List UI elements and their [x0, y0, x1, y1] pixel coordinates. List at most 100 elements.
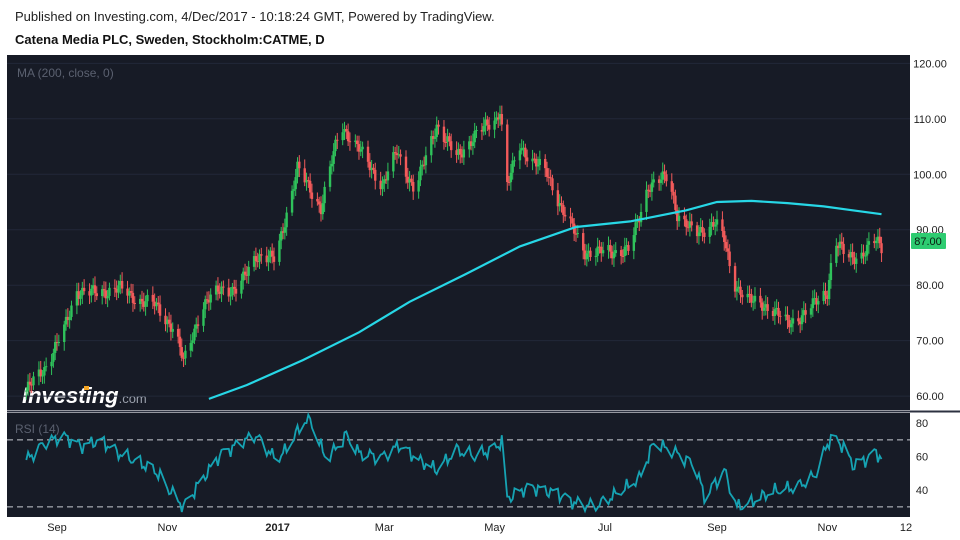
candle-body — [459, 148, 462, 155]
candle-body — [101, 289, 104, 297]
candle-body — [469, 141, 473, 147]
candle-body — [298, 161, 301, 169]
candle-body — [384, 179, 388, 181]
candle-body — [650, 182, 654, 192]
candle-body — [323, 186, 326, 204]
candle-body — [404, 156, 408, 177]
candle-body — [511, 160, 514, 173]
candle-body — [178, 336, 182, 348]
candle-body — [283, 227, 287, 233]
candle-body — [636, 221, 639, 223]
candle-body — [538, 158, 541, 165]
candle-body — [346, 131, 350, 142]
candle-body — [507, 182, 511, 184]
candle-body — [437, 124, 440, 127]
candle-body — [710, 222, 713, 227]
candle-body — [495, 117, 498, 121]
candle-body — [652, 179, 655, 183]
candle-body — [826, 295, 829, 300]
candle-body — [545, 168, 549, 177]
candle-body — [281, 231, 285, 233]
candle-body — [788, 320, 791, 328]
candle-body — [647, 189, 650, 191]
candle-body — [227, 287, 230, 297]
candle-body — [775, 307, 778, 310]
time-tick-label: Sep — [47, 522, 67, 534]
candle-body — [737, 286, 740, 289]
candle-body — [129, 291, 133, 293]
candle-body — [393, 152, 397, 154]
candle-body — [661, 171, 664, 180]
candle-body — [638, 221, 641, 223]
candle-body — [50, 361, 53, 367]
candle-body — [157, 302, 160, 305]
candle-body — [574, 233, 578, 235]
candle-body — [256, 261, 259, 263]
candle-body — [665, 174, 668, 182]
candle-body — [594, 255, 598, 258]
candle-body — [220, 286, 223, 294]
price-gridlines — [7, 62, 910, 397]
candle-body — [549, 177, 552, 179]
candle-body — [583, 250, 587, 260]
candle-body — [430, 136, 433, 156]
candle-body — [621, 255, 625, 257]
candle-body — [386, 171, 390, 181]
ma-200-line — [208, 199, 882, 400]
candle-body — [128, 291, 131, 296]
candle-body — [270, 250, 274, 257]
candle-body — [91, 285, 95, 289]
candle-body — [82, 287, 86, 292]
candle-body — [444, 141, 447, 143]
candle-body — [497, 117, 500, 120]
candle-body — [108, 287, 111, 296]
candle-body — [43, 367, 46, 376]
candle-body — [234, 288, 238, 294]
candle-body — [379, 180, 382, 190]
candle-body — [686, 227, 690, 229]
candle-body — [524, 147, 527, 158]
candle-body — [480, 130, 484, 132]
candle-body — [53, 341, 57, 353]
price-tick-label: 70.00 — [916, 336, 944, 348]
candle-body — [824, 290, 827, 296]
candle-body — [120, 280, 124, 289]
candle-body — [336, 139, 339, 141]
candle-body — [119, 280, 122, 286]
candle-body — [721, 219, 724, 231]
ma-indicator-label[interactable]: MA (200, close, 0) — [17, 66, 114, 80]
candle-body — [728, 251, 731, 267]
candle-body — [240, 280, 243, 294]
candle-body — [229, 294, 232, 297]
candle-body — [840, 241, 843, 244]
candle-body — [753, 295, 757, 302]
candle-body — [842, 243, 845, 255]
candle-body — [688, 221, 692, 228]
candle-body — [735, 288, 739, 292]
candle-body — [779, 315, 782, 317]
candle-body — [55, 341, 59, 343]
candle-body — [193, 328, 196, 341]
candle-body — [233, 286, 236, 289]
candle-body — [131, 292, 135, 303]
time-tick-label: 2017 — [265, 522, 289, 534]
candle-body — [448, 136, 451, 142]
candle-body — [32, 376, 35, 386]
candle-body — [766, 304, 769, 311]
candle-body — [343, 129, 346, 133]
candle-body — [634, 222, 637, 236]
rsi-indicator-label[interactable]: RSI (14) — [15, 422, 60, 436]
candle-body — [260, 254, 263, 256]
candle-body — [341, 132, 344, 141]
candle-body — [397, 154, 400, 156]
rsi-line — [25, 412, 883, 514]
candle-body — [614, 250, 617, 254]
candle-body — [712, 222, 715, 227]
candle-body — [867, 241, 871, 245]
candle-body — [146, 294, 149, 302]
candle-body — [280, 231, 283, 241]
candle-body — [657, 179, 661, 183]
candle-body — [534, 158, 538, 167]
candle-body — [798, 321, 802, 325]
